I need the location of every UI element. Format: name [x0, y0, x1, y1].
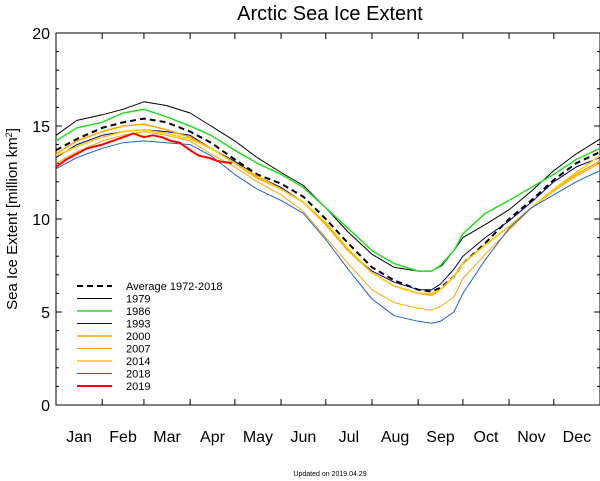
y-tick-label: 15 — [32, 119, 50, 136]
series-line-2014 — [55, 128, 600, 295]
y-axis-label: Sea Ice Extent [million km2] — [4, 128, 21, 310]
series-line-2019 — [55, 132, 233, 168]
x-tick-label: Oct — [474, 429, 499, 446]
legend-label: 2000 — [126, 331, 150, 343]
legend-label: 1979 — [126, 294, 150, 306]
x-tick-label: Apr — [200, 429, 226, 446]
legend-label: Average 1972-2018 — [126, 281, 222, 293]
y-tick-label: 0 — [41, 398, 50, 415]
x-axis-ticks: Jan Feb Mar Apr May Jun Jul Aug Sep Oct Nov Dec — [66, 33, 591, 446]
legend-label: 2018 — [126, 369, 150, 381]
series-line-2018 — [55, 140, 600, 324]
footer-updated: Updated on 2019.04.29 — [293, 471, 366, 478]
y-axis-ticks: 0 5 10 15 20 — [32, 26, 600, 415]
legend-label: 2007 — [126, 344, 150, 356]
x-tick-label: May — [243, 429, 273, 446]
y-tick-label: 5 — [41, 305, 50, 322]
legend: Average 1972-201819791986199320002007201… — [77, 281, 222, 393]
legend-label: 2014 — [126, 356, 150, 368]
x-tick-label: Mar — [153, 429, 181, 446]
series-line-1986 — [55, 108, 600, 272]
series-lines — [55, 101, 600, 324]
y-tick-label: 10 — [32, 212, 50, 229]
y-axis-label-end: ] — [4, 128, 21, 132]
x-tick-label: Nov — [517, 429, 545, 446]
legend-label: 2019 — [126, 381, 150, 393]
series-line-1979 — [55, 101, 600, 272]
x-tick-label: Dec — [563, 429, 591, 446]
series-line-average-1972-2018 — [55, 117, 600, 293]
y-axis-label-superscript: 2 — [4, 132, 14, 137]
x-tick-label: Jun — [291, 429, 317, 446]
x-tick-label: Jan — [66, 429, 92, 446]
x-tick-label: Aug — [381, 429, 409, 446]
chart-title: Arctic Sea Ice Extent — [237, 3, 423, 25]
y-axis-label-main: Sea Ice Extent [million km — [4, 137, 21, 310]
x-tick-label: Jul — [339, 429, 359, 446]
x-tick-label: Sep — [426, 429, 455, 446]
y-tick-label: 20 — [32, 26, 50, 43]
legend-label: 1993 — [126, 319, 150, 331]
x-tick-label: Feb — [109, 429, 137, 446]
legend-label: 1986 — [126, 306, 150, 318]
